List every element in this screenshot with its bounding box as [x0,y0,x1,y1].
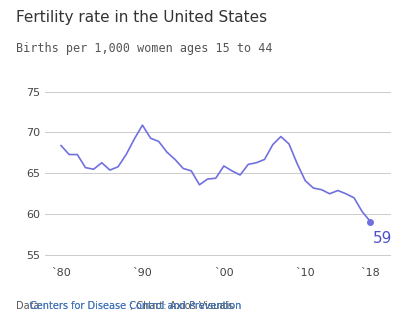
Text: ; Chart: Axios Visuals: ; Chart: Axios Visuals [129,301,233,311]
Text: 59: 59 [373,231,392,246]
Text: Data:: Data: [16,301,46,311]
Text: Centers for Disease Control and Prevention: Centers for Disease Control and Preventi… [31,301,242,311]
Text: Fertility rate in the United States: Fertility rate in the United States [16,10,267,25]
Text: Births per 1,000 women ages 15 to 44: Births per 1,000 women ages 15 to 44 [16,42,273,55]
Text: Centers for Disease Control and Prevention: Centers for Disease Control and Preventi… [31,301,242,311]
